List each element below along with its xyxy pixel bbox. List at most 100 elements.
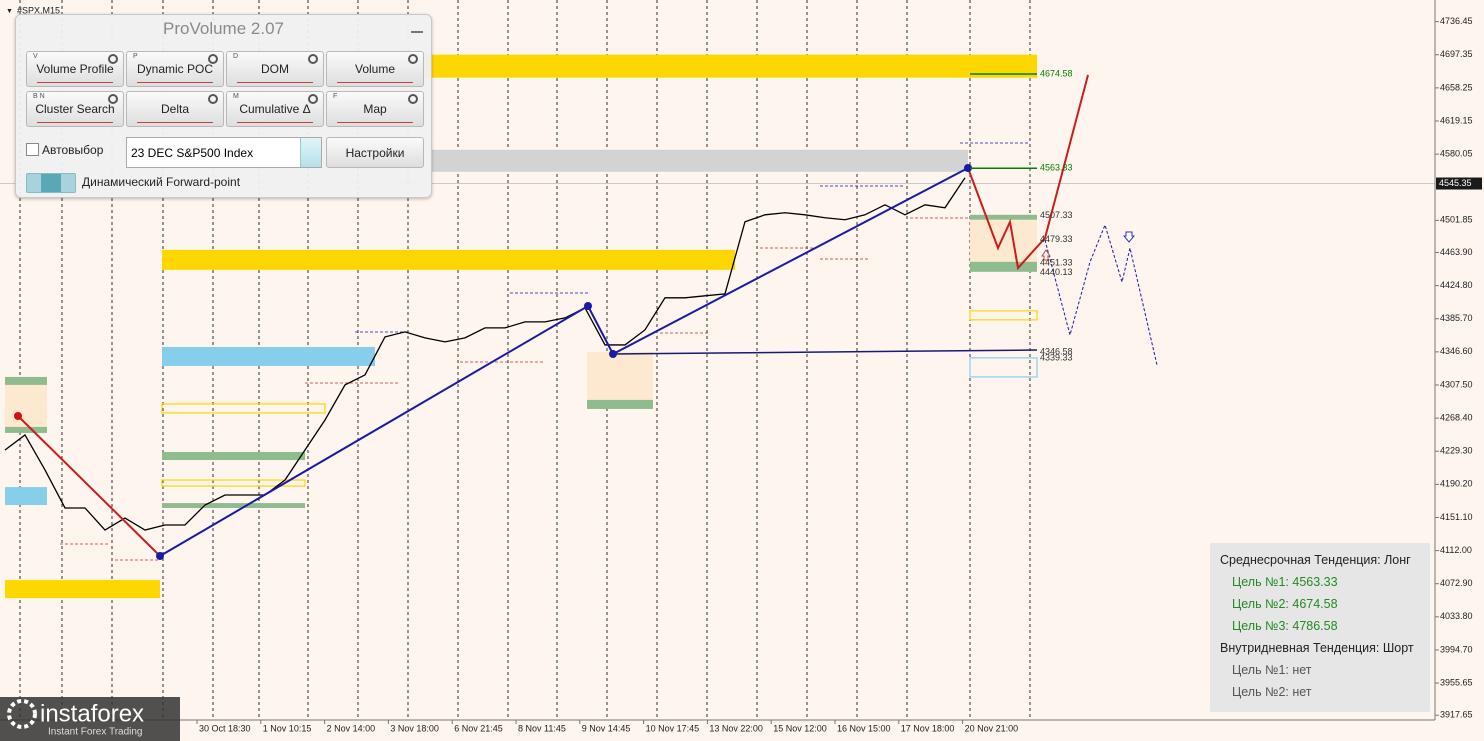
logo-tagline: Instant Forex Trading xyxy=(48,727,143,738)
toggle[interactable] xyxy=(26,173,76,193)
zone xyxy=(420,54,1037,78)
button-key: V xyxy=(33,53,38,60)
button-key: P xyxy=(133,53,138,60)
current-price-label: 4545.35 xyxy=(1439,178,1472,188)
arrow-up xyxy=(1041,249,1051,261)
tool-button[interactable]: Delta xyxy=(126,91,224,127)
trend-line xyxy=(17,415,161,557)
instrument: 23 DEC S&P500 Index xyxy=(131,146,254,160)
info-line: Среднесрочная Тенденция: Лонг xyxy=(1220,553,1411,567)
y-tick-label: 4619.15 xyxy=(1440,115,1473,125)
y-tick-label: 4229.30 xyxy=(1440,446,1473,456)
axis-panel xyxy=(0,720,1484,741)
button-label: Volume Profile xyxy=(36,62,114,76)
level-label: 4451.33 xyxy=(1040,258,1073,268)
y-tick-label: 4736.45 xyxy=(1440,16,1473,26)
zone xyxy=(161,479,306,487)
instrument-combo[interactable]: 23 DEC S&P500 Index xyxy=(126,137,322,168)
y-tick-label: 4424.80 xyxy=(1440,280,1473,290)
button-key: F xyxy=(333,93,338,100)
info-line: Цель №2: 4674.58 xyxy=(1232,597,1338,611)
tool-button[interactable]: F Map xyxy=(326,91,424,127)
tool-button[interactable]: Volume xyxy=(326,51,424,87)
tool-button[interactable]: V Volume Profile xyxy=(26,51,124,87)
button-indicator xyxy=(137,122,213,123)
tool-button[interactable]: D DOM xyxy=(226,51,324,87)
zone xyxy=(162,503,305,508)
level-label: 4339.33 xyxy=(1040,352,1073,362)
button-indicator xyxy=(237,122,313,123)
panel-title: ProVolume 2.07 xyxy=(163,19,284,38)
y-tick-label: 4501.85 xyxy=(1440,215,1473,225)
tool-button[interactable]: M Cumulative Δ xyxy=(226,91,324,127)
level-label: 4563.33 xyxy=(1040,163,1073,173)
button-indicator xyxy=(337,122,413,123)
zone xyxy=(5,426,47,433)
info-line: Цель №3: 4786.58 xyxy=(1232,619,1338,633)
axis-panel xyxy=(1435,0,1484,741)
x-tick-label: 8 Nov 11:45 xyxy=(518,723,566,733)
logo-icon xyxy=(7,699,37,729)
gear-icon xyxy=(108,54,118,64)
button-key: B N xyxy=(33,93,45,100)
gear-icon xyxy=(208,54,218,64)
zone xyxy=(5,580,160,599)
settings-button[interactable]: Настройки xyxy=(326,137,424,168)
pivot xyxy=(14,412,22,420)
settings-label: Настройки xyxy=(345,146,405,160)
button-label: Volume xyxy=(354,62,396,76)
zone xyxy=(162,346,375,366)
tool-button[interactable]: P Dynamic POC xyxy=(126,51,224,87)
current-price-box xyxy=(1436,177,1482,190)
support-line xyxy=(612,349,1038,355)
button-label: Cumulative Δ xyxy=(239,102,311,116)
zone xyxy=(162,451,305,461)
zone xyxy=(5,376,47,385)
symbol: #SPX,M15 xyxy=(17,5,60,15)
y-tick-label: 4463.90 xyxy=(1440,247,1473,257)
level-label: 4440.13 xyxy=(1040,267,1073,277)
button-indicator xyxy=(37,122,113,123)
combo-arrow[interactable] xyxy=(300,138,321,167)
button-label: Map xyxy=(363,102,387,116)
x-tick-label: 15 Nov 12:00 xyxy=(773,723,827,733)
info-box: Среднесрочная Тенденция: Лонг Цель №1: 45… xyxy=(1210,543,1430,712)
tool-button[interactable]: B N Cluster Search xyxy=(26,91,124,127)
zone xyxy=(970,261,1037,272)
y-tick-label: 4307.50 xyxy=(1440,379,1473,389)
auto-select-label: Автовыбор xyxy=(42,143,104,157)
level-label: 4479.33 xyxy=(1040,234,1073,244)
pivot xyxy=(584,302,592,310)
zone xyxy=(970,214,1037,220)
level-label: 4674.58 xyxy=(1040,68,1073,78)
checkbox[interactable] xyxy=(26,143,39,156)
level-label: 4346.58 xyxy=(1040,346,1073,356)
x-tick-label: 13 Nov 22:00 xyxy=(709,723,763,733)
button-indicator xyxy=(237,82,313,83)
button-label: Delta xyxy=(160,102,189,116)
minimize-button[interactable] xyxy=(411,31,423,33)
y-tick-label: 4033.80 xyxy=(1440,611,1473,621)
y-tick-label: 4580.05 xyxy=(1440,148,1473,158)
symbol-marker: ▼ xyxy=(6,8,13,15)
gear-icon xyxy=(408,94,418,104)
provolume-panel: ProVolume 2.07 V Volume Profile P Dynamic P… xyxy=(15,14,432,198)
logo-bg xyxy=(0,697,180,741)
x-tick-label: 30 Oct 18:30 xyxy=(199,723,251,733)
button-indicator xyxy=(37,82,113,83)
gear-icon xyxy=(308,94,318,104)
x-tick-label: 16 Nov 15:00 xyxy=(837,723,891,733)
zone xyxy=(969,310,1038,321)
x-tick-label: 3 Nov 18:00 xyxy=(390,723,439,733)
y-tick-label: 4697.35 xyxy=(1440,49,1473,59)
y-tick-label: 4112.00 xyxy=(1440,545,1472,555)
zone xyxy=(970,219,1037,265)
zone xyxy=(5,487,47,506)
arrow-down xyxy=(1122,231,1136,243)
forward-point-label: Динамический Forward-point xyxy=(82,175,241,189)
gear-icon xyxy=(308,54,318,64)
y-tick-label: 3917.65 xyxy=(1440,710,1473,720)
forecast-line xyxy=(1044,223,1158,366)
